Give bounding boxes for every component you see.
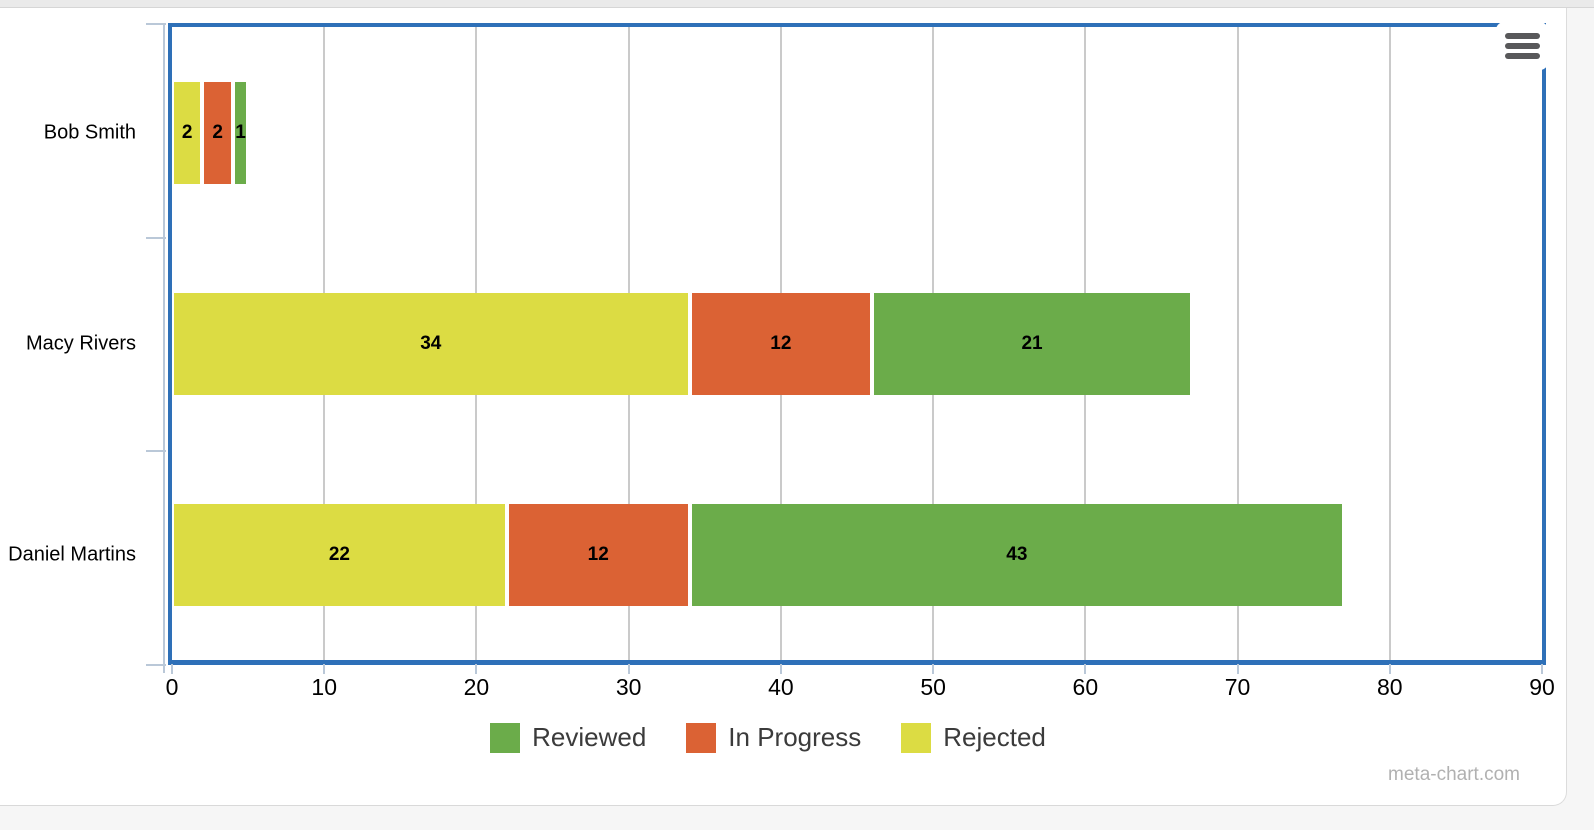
y-axis-tick (146, 23, 166, 25)
hamburger-icon (1504, 53, 1540, 59)
bar-segment[interactable]: 1 (232, 81, 249, 184)
x-axis-tick (1084, 664, 1087, 674)
x-axis-tick (932, 664, 935, 674)
legend-label: In Progress (728, 722, 862, 752)
bar-value-label: 43 (1006, 543, 1028, 565)
legend-swatch (901, 722, 932, 753)
legend-label: Reviewed (532, 722, 647, 752)
bar-segment[interactable]: 2 (172, 81, 203, 184)
bar-segment[interactable]: 22 (172, 503, 507, 606)
legend-swatch (490, 722, 521, 753)
bar-value-label: 12 (770, 332, 792, 354)
bar-segment[interactable]: 21 (872, 292, 1192, 395)
y-axis-tick (146, 236, 166, 239)
bar-segment[interactable]: 12 (689, 292, 873, 395)
legend-label: Rejected (943, 722, 1046, 752)
x-axis-tick-label: 20 (463, 674, 490, 700)
legend-item[interactable]: Reviewed (490, 722, 646, 753)
x-axis-tick (1541, 664, 1543, 674)
bar-value-label: 2 (181, 121, 193, 143)
y-axis-tick (146, 450, 166, 453)
legend-item[interactable]: In Progress (686, 722, 861, 753)
hamburger-icon (1504, 43, 1540, 49)
bar-value-label: 1 (235, 121, 246, 143)
x-axis-tick-label: 70 (1224, 674, 1251, 700)
x-axis-tick-label: 40 (768, 674, 794, 700)
browser-top-strip (0, 0, 1594, 8)
x-axis-tick-label: 30 (615, 674, 642, 700)
bar-value-label: 34 (420, 332, 442, 354)
gridline (1236, 27, 1239, 660)
x-axis-tick (779, 664, 782, 674)
bar-segment[interactable]: 2 (202, 81, 233, 184)
bar-segment[interactable]: 34 (172, 292, 690, 395)
category-label: Macy Rivers (25, 332, 136, 354)
x-axis-tick (627, 664, 630, 674)
x-axis-tick-label: 80 (1376, 674, 1403, 700)
x-axis-tick-label: 0 (165, 674, 179, 700)
bar-value-label: 2 (212, 121, 223, 143)
x-axis-tick (1388, 664, 1391, 674)
bar-value-label: 21 (1021, 332, 1043, 354)
bar-row: 34 12 21 (172, 292, 1542, 395)
x-axis-tick (1236, 664, 1239, 674)
x-axis-tick-label: 10 (311, 674, 338, 700)
category-label: Daniel Martins (8, 543, 136, 565)
plot-area: 2 2 1 34 12 21 22 12 43 (168, 23, 1546, 665)
bar-value-label: 12 (587, 543, 609, 565)
legend: Reviewed In Progress Rejected (0, 722, 1536, 753)
x-axis-tick (475, 664, 478, 674)
bar-value-label: 22 (328, 543, 350, 565)
x-axis-tick-label: 50 (920, 674, 946, 700)
category-label: Bob Smith (43, 121, 136, 143)
bar-segment[interactable]: 43 (689, 503, 1345, 606)
x-axis-tick (171, 664, 173, 674)
x-axis-tick-label: 60 (1072, 674, 1099, 700)
hamburger-icon (1504, 33, 1540, 39)
x-axis-tick-label: 90 (1529, 674, 1555, 700)
bar-segment[interactable]: 12 (506, 503, 690, 606)
x-axis-labels: 0 10 20 30 40 50 60 70 80 90 (166, 674, 1555, 700)
y-axis-line (163, 23, 165, 673)
bar-row: 22 12 43 (172, 503, 1542, 606)
legend-swatch (686, 722, 717, 753)
watermark: meta-chart.com (1388, 764, 1520, 785)
chart-menu-button[interactable] (1496, 22, 1548, 70)
legend-item[interactable]: Rejected (901, 722, 1046, 753)
y-axis-tick (146, 664, 166, 666)
x-axis-tick (323, 664, 326, 674)
gridline (1388, 27, 1391, 660)
